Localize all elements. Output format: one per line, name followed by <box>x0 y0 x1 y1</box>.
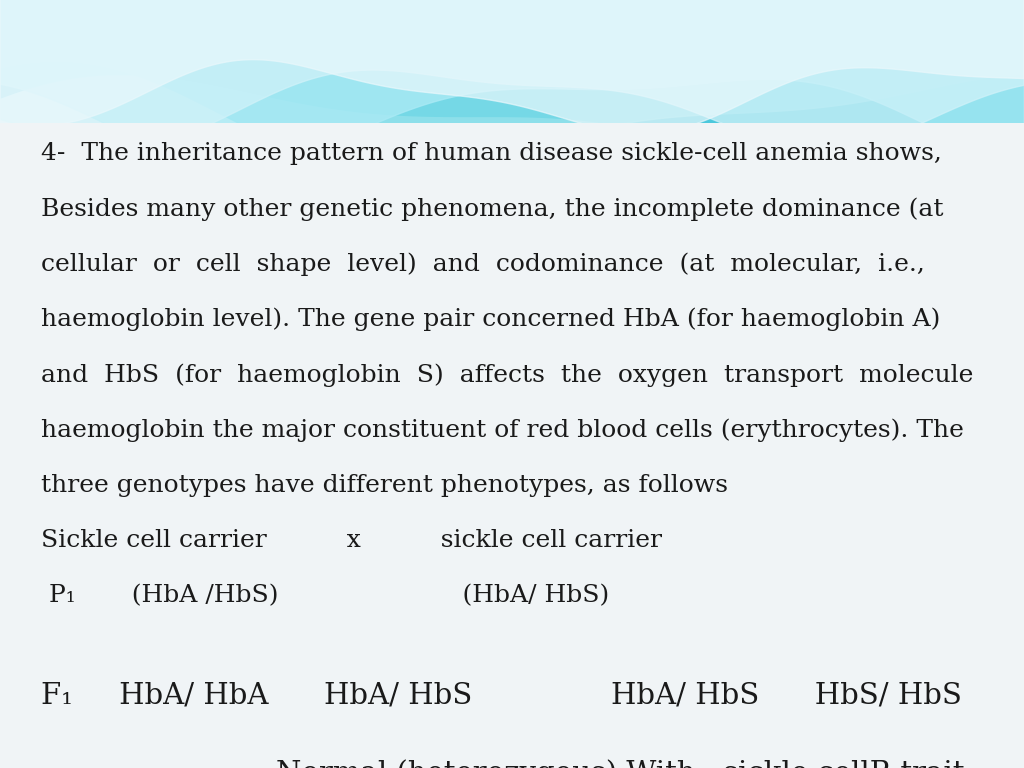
Text: Besides many other genetic phenomena, the incomplete dominance (at: Besides many other genetic phenomena, th… <box>41 197 943 221</box>
Text: haemoglobin level). The gene pair concerned HbA (for haemoglobin A): haemoglobin level). The gene pair concer… <box>41 308 940 332</box>
Text: haemoglobin the major constituent of red blood cells (erythrocytes). The: haemoglobin the major constituent of red… <box>41 419 964 442</box>
Text: and  HbS  (for  haemoglobin  S)  affects  the  oxygen  transport  molecule: and HbS (for haemoglobin S) affects the … <box>41 363 974 387</box>
Text: F₁     HbA/ HbA      HbA/ HbS               HbA/ HbS      HbS/ HbS: F₁ HbA/ HbA HbA/ HbS HbA/ HbS HbS/ HbS <box>41 682 962 710</box>
Text: Sickle cell carrier          x          sickle cell carrier: Sickle cell carrier x sickle cell carrie… <box>41 529 662 552</box>
Text: Normal (heterozygous) With   sickle cellB trait: Normal (heterozygous) With sickle cellB … <box>276 759 965 768</box>
Bar <box>0 123 1024 768</box>
Text: 4-  The inheritance pattern of human disease sickle-cell anemia shows,: 4- The inheritance pattern of human dise… <box>41 142 942 165</box>
Text: P₁       (HbA /HbS)                       (HbA/ HbS): P₁ (HbA /HbS) (HbA/ HbS) <box>41 584 609 607</box>
Text: three genotypes have different phenotypes, as follows: three genotypes have different phenotype… <box>41 474 728 497</box>
Text: cellular  or  cell  shape  level)  and  codominance  (at  molecular,  i.e.,: cellular or cell shape level) and codomi… <box>41 253 925 276</box>
